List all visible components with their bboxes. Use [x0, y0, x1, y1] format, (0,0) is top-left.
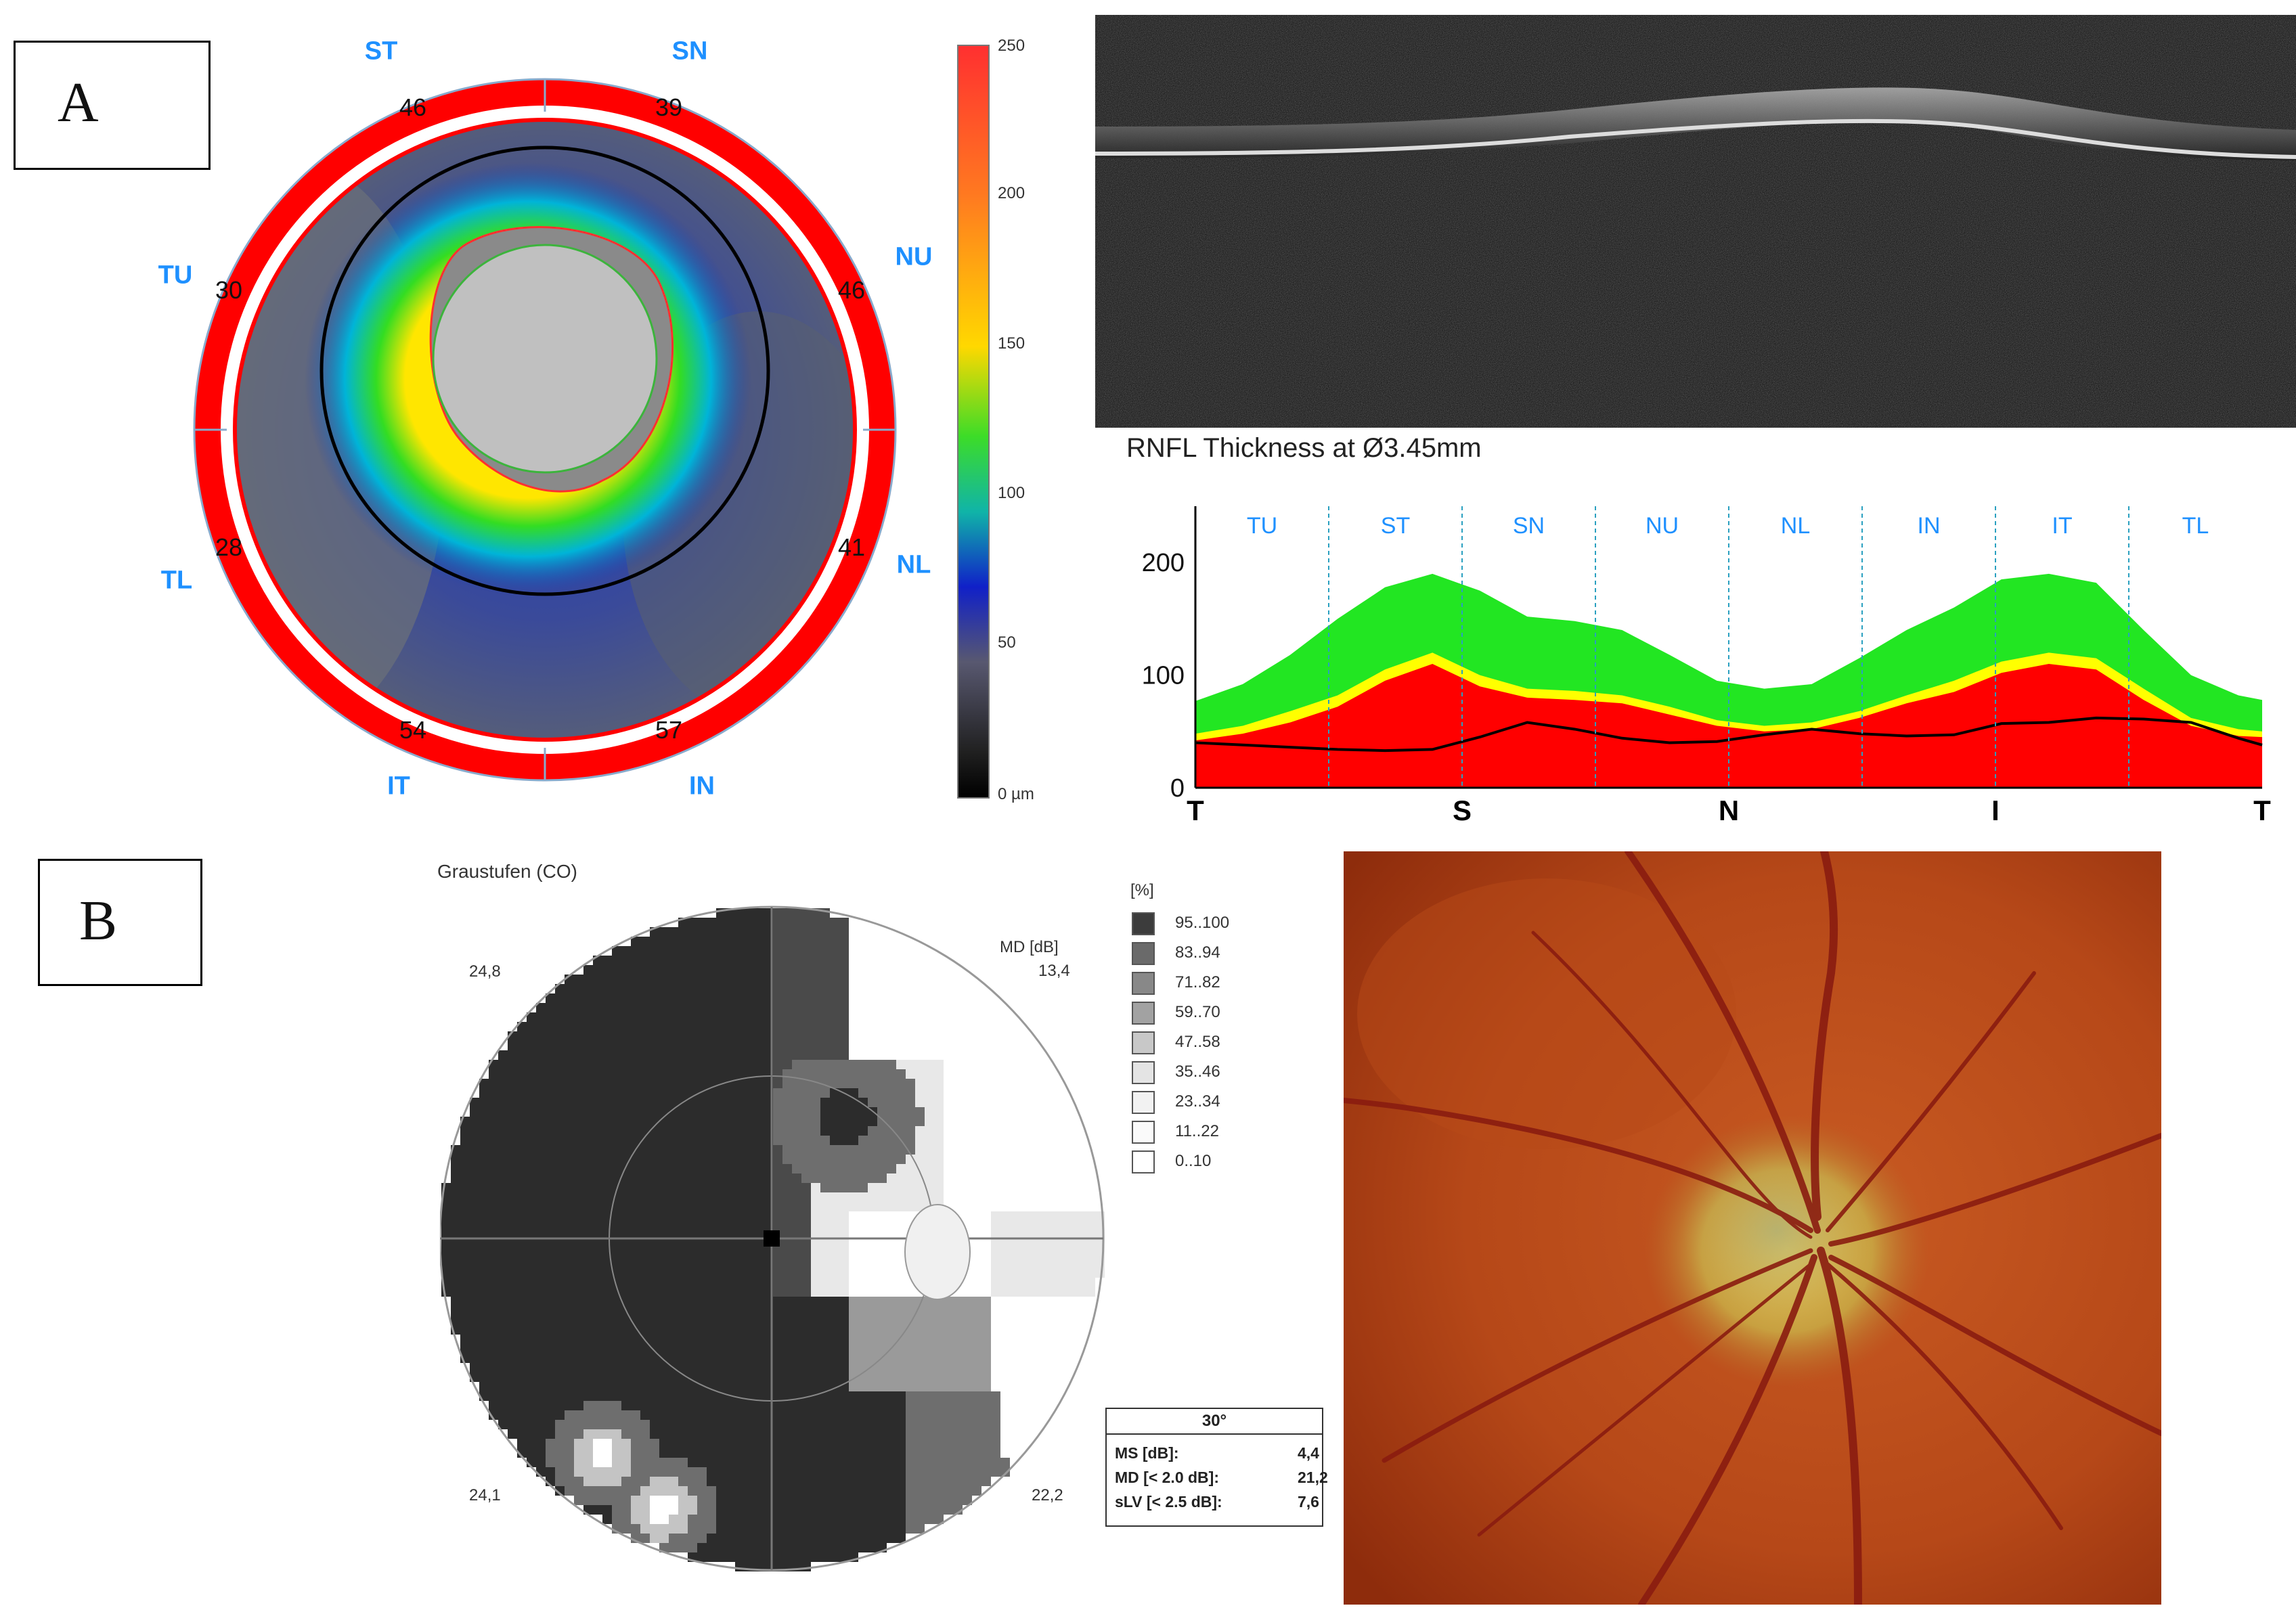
vf-stats-box: 30° MS [dB]: 4,4 MD [< 2.0 dB]: 21,2 sLV… [1105, 1408, 1328, 1527]
oct-bscan-image [1095, 15, 2296, 428]
rnfl-sector-label: NU [1646, 513, 1679, 539]
vf-stat-md-label: MD [< 2.0 dB]: [1115, 1469, 1219, 1486]
vf-legend-label: 59..70 [1175, 1003, 1220, 1021]
onh-thickness-map [193, 78, 897, 782]
sector-label-in: IN [689, 772, 715, 801]
vf-stat-ms: MS [dB]: 4,4 [1115, 1444, 1319, 1464]
vf-legend-label: 71..82 [1175, 973, 1220, 991]
colorbar-tick-250: 250 [998, 37, 1025, 55]
vf-legend-swatch [1132, 1150, 1155, 1173]
vf-stat-slv-value: 7,6 [1298, 1493, 1319, 1511]
vf-legend-swatch [1132, 912, 1155, 935]
vf-legend-label: 47..58 [1175, 1033, 1220, 1051]
sector-value-nl: 41 [838, 533, 866, 561]
colorbar-tick-50: 50 [998, 633, 1016, 652]
sector-value-st: 46 [399, 93, 427, 121]
vf-stat-md-value: 21,2 [1298, 1469, 1328, 1486]
vf-legend-swatch [1132, 1031, 1155, 1054]
rnfl-sector-label: ST [1381, 513, 1410, 539]
colorbar-tick-200: 200 [998, 184, 1025, 202]
panel-b-letter: B [79, 889, 118, 952]
colorbar-tick-100: 100 [998, 484, 1025, 502]
vf-legend-label: 23..34 [1175, 1092, 1220, 1111]
vf-legend-swatch [1132, 1002, 1155, 1025]
colorbar-tick-150: 150 [998, 334, 1025, 353]
measurement-circle [319, 146, 770, 596]
rnfl-sector-label: TU [1247, 513, 1277, 539]
sector-label-it: IT [387, 772, 410, 801]
sector-label-tl: TL [160, 566, 193, 595]
vf-title: Graustufen (CO) [437, 861, 577, 882]
blind-spot [904, 1204, 971, 1300]
vf-md-value: 13,4 [1038, 962, 1070, 980]
vf-stat-ms-value: 4,4 [1298, 1444, 1319, 1462]
vf-legend-label: 83..94 [1175, 943, 1220, 962]
vf-legend-unit: [%] [1130, 881, 1154, 899]
vf-quadrant-value-bl: 24,1 [469, 1486, 501, 1504]
sector-label-sn: SN [671, 37, 708, 66]
sector-label-nu: NU [895, 242, 933, 271]
sector-label-st: ST [364, 37, 398, 66]
rnfl-sector-label: IT [2052, 513, 2072, 539]
panel-a-letter: A [58, 71, 99, 134]
vf-legend-label: 95..100 [1175, 914, 1230, 932]
rnfl-x-tick-label: T [1187, 795, 1204, 826]
vf-legend-label: 35..46 [1175, 1063, 1220, 1081]
rnfl-sector-label: NL [1781, 513, 1810, 539]
rnfl-x-tick-label: T [2253, 795, 2271, 826]
fundus-photograph [1344, 851, 2161, 1605]
rnfl-y-tick-label: 100 [1142, 662, 1185, 690]
sector-label-tu: TU [158, 261, 193, 290]
vf-stat-slv: sLV [< 2.5 dB]: 7,6 [1115, 1493, 1319, 1513]
thickness-colorbar [957, 45, 990, 799]
rnfl-sector-label: SN [1513, 513, 1545, 539]
panel-b-label: B [38, 859, 202, 986]
visual-field-grayscale-map [440, 905, 1105, 1571]
vf-legend-swatch [1132, 972, 1155, 995]
sector-value-tl: 28 [215, 533, 243, 561]
vf-stats-header: 30° [1201, 1412, 1227, 1430]
sector-value-nu: 46 [838, 276, 866, 304]
rnfl-x-tick-label: I [1991, 795, 2000, 826]
panel-a-label: A [14, 41, 211, 170]
vf-quadrant-value-tl: 24,8 [469, 962, 501, 981]
vf-stat-md: MD [< 2.0 dB]: 21,2 [1115, 1469, 1328, 1489]
rnfl-sector-label: TL [2182, 513, 2209, 539]
rnfl-sector-label: IN [1918, 513, 1941, 539]
sector-label-nl: NL [896, 550, 931, 579]
sector-value-sn: 39 [655, 93, 683, 121]
vf-md-label: MD [dB] [1000, 938, 1059, 956]
rnfl-x-tick-label: S [1453, 795, 1472, 826]
rnfl-y-tick-label: 200 [1142, 549, 1185, 577]
optic-cup [432, 244, 658, 474]
vf-stat-ms-label: MS [dB]: [1115, 1444, 1179, 1462]
sector-value-tu: 30 [215, 276, 243, 304]
colorbar-tick-0: 0 µm [998, 785, 1034, 803]
rnfl-chart-title: RNFL Thickness at Ø3.45mm [1126, 433, 1482, 463]
vf-legend-swatch [1132, 1091, 1155, 1114]
rnfl-y-tick-label: 0 [1170, 774, 1185, 803]
rnfl-x-tick-label: N [1719, 795, 1739, 826]
vf-legend-label: 11..22 [1175, 1122, 1219, 1140]
vf-quadrant-value-br: 22,2 [1032, 1486, 1063, 1504]
sector-value-in: 57 [655, 716, 683, 744]
vf-legend-swatch [1132, 1121, 1155, 1144]
sector-value-it: 54 [399, 716, 427, 744]
vf-legend-swatch [1132, 1061, 1155, 1084]
vf-stat-slv-label: sLV [< 2.5 dB]: [1115, 1493, 1222, 1511]
vf-legend-swatch [1132, 942, 1155, 965]
vf-legend-label: 0..10 [1175, 1152, 1212, 1170]
rnfl-measured-line [1195, 716, 2263, 753]
